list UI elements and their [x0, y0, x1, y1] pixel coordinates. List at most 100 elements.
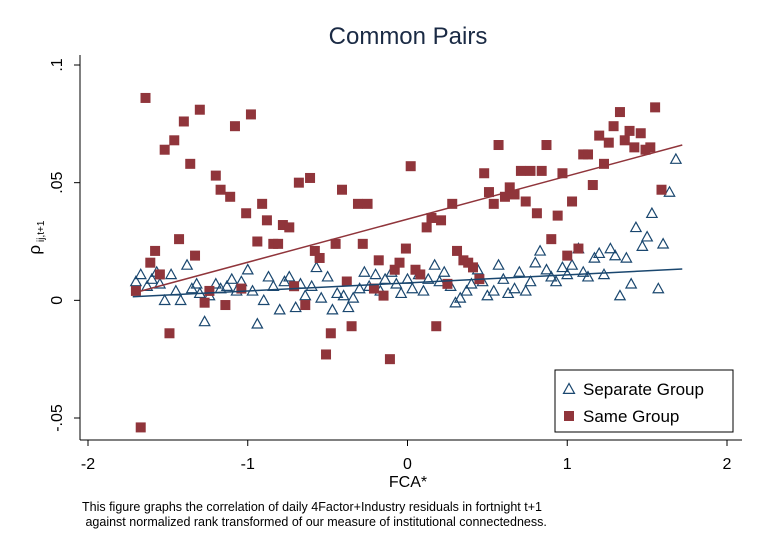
- data-point: [245, 109, 256, 120]
- data-point: [283, 270, 296, 282]
- data-point: [438, 265, 451, 277]
- data-point: [209, 277, 223, 289]
- data-point: [400, 243, 411, 254]
- legend-label: Same Group: [583, 407, 679, 426]
- data-point: [635, 128, 646, 139]
- data-point: [467, 262, 478, 273]
- data-point: [257, 198, 268, 209]
- data-point: [447, 198, 458, 209]
- data-point: [460, 284, 473, 296]
- data-point: [185, 158, 196, 169]
- data-point: [577, 265, 590, 277]
- data-point: [325, 328, 336, 339]
- data-point: [389, 264, 400, 275]
- data-point: [452, 245, 463, 256]
- data-point: [436, 215, 447, 226]
- data-point: [315, 291, 328, 303]
- data-point: [330, 286, 344, 299]
- data-point: [358, 265, 371, 277]
- data-point: [198, 315, 211, 327]
- data-point: [650, 102, 661, 113]
- data-point: [293, 177, 304, 188]
- data-point: [613, 289, 627, 301]
- data-point: [614, 107, 625, 118]
- data-point: [174, 293, 187, 306]
- data-point: [483, 187, 494, 198]
- data-point: [513, 265, 526, 277]
- data-point: [321, 349, 332, 360]
- data-point: [300, 300, 311, 311]
- data-point: [453, 291, 467, 303]
- data-point: [652, 282, 665, 294]
- data-point: [533, 244, 547, 256]
- data-point: [597, 268, 611, 280]
- data-point: [581, 270, 595, 282]
- data-point: [556, 260, 569, 273]
- data-point: [604, 242, 617, 254]
- data-point: [645, 206, 659, 219]
- data-point: [598, 158, 609, 169]
- scatter-chart: Common Pairs -2 -1 0 1 2 -.05 0 .05 .1 Separate …: [25, 23, 742, 491]
- y-tick-label: 0: [49, 296, 66, 305]
- data-point: [140, 279, 154, 291]
- data-point: [145, 257, 156, 268]
- data-point: [251, 317, 264, 329]
- data-point: [549, 275, 563, 287]
- data-point: [620, 251, 633, 263]
- data-point: [619, 135, 630, 146]
- data-point: [305, 279, 318, 291]
- data-point: [529, 256, 542, 268]
- data-point: [135, 422, 146, 433]
- data-point: [180, 258, 194, 270]
- data-point: [645, 142, 656, 153]
- data-point: [164, 328, 175, 339]
- data-point: [592, 246, 606, 259]
- data-point: [608, 249, 622, 261]
- chart-title: Common Pairs: [329, 23, 488, 50]
- data-point: [629, 142, 640, 153]
- legend: Separate Group Same Group: [554, 369, 734, 433]
- data-point: [229, 121, 240, 132]
- data-point: [384, 354, 395, 365]
- data-point: [656, 237, 670, 249]
- data-point: [330, 238, 341, 249]
- legend-box: [554, 369, 734, 433]
- data-point: [663, 185, 676, 197]
- data-point: [362, 198, 373, 209]
- x-tick-label: -2: [81, 456, 95, 473]
- data-point: [220, 300, 231, 311]
- data-point: [273, 238, 284, 249]
- data-point: [174, 234, 185, 245]
- data-point: [552, 210, 563, 221]
- data-point: [314, 252, 325, 263]
- data-point: [190, 277, 203, 289]
- data-point: [656, 184, 667, 195]
- data-point: [562, 250, 573, 261]
- caption-line-1: This figure graphs the correlation of da…: [82, 500, 542, 514]
- data-point: [309, 245, 320, 256]
- data-point: [284, 222, 295, 233]
- data-point: [669, 152, 683, 164]
- data-point: [508, 282, 521, 294]
- series-layer: [129, 92, 683, 433]
- data-point: [321, 270, 334, 282]
- data-point: [594, 130, 605, 141]
- data-point: [373, 255, 384, 266]
- data-point: [519, 284, 532, 296]
- data-point: [624, 277, 638, 289]
- fit-line: [132, 144, 683, 294]
- data-point: [504, 182, 515, 193]
- data-point: [337, 184, 348, 195]
- data-point: [629, 220, 643, 233]
- data-point: [257, 293, 270, 306]
- data-point: [353, 282, 366, 294]
- data-point: [289, 300, 302, 313]
- data-point: [442, 278, 453, 289]
- data-point: [341, 276, 352, 287]
- data-point: [310, 260, 323, 273]
- data-point: [531, 208, 542, 219]
- data-point: [603, 137, 614, 148]
- data-point: [225, 191, 236, 202]
- data-point: [241, 263, 254, 275]
- y-tick-label: .05: [49, 171, 66, 193]
